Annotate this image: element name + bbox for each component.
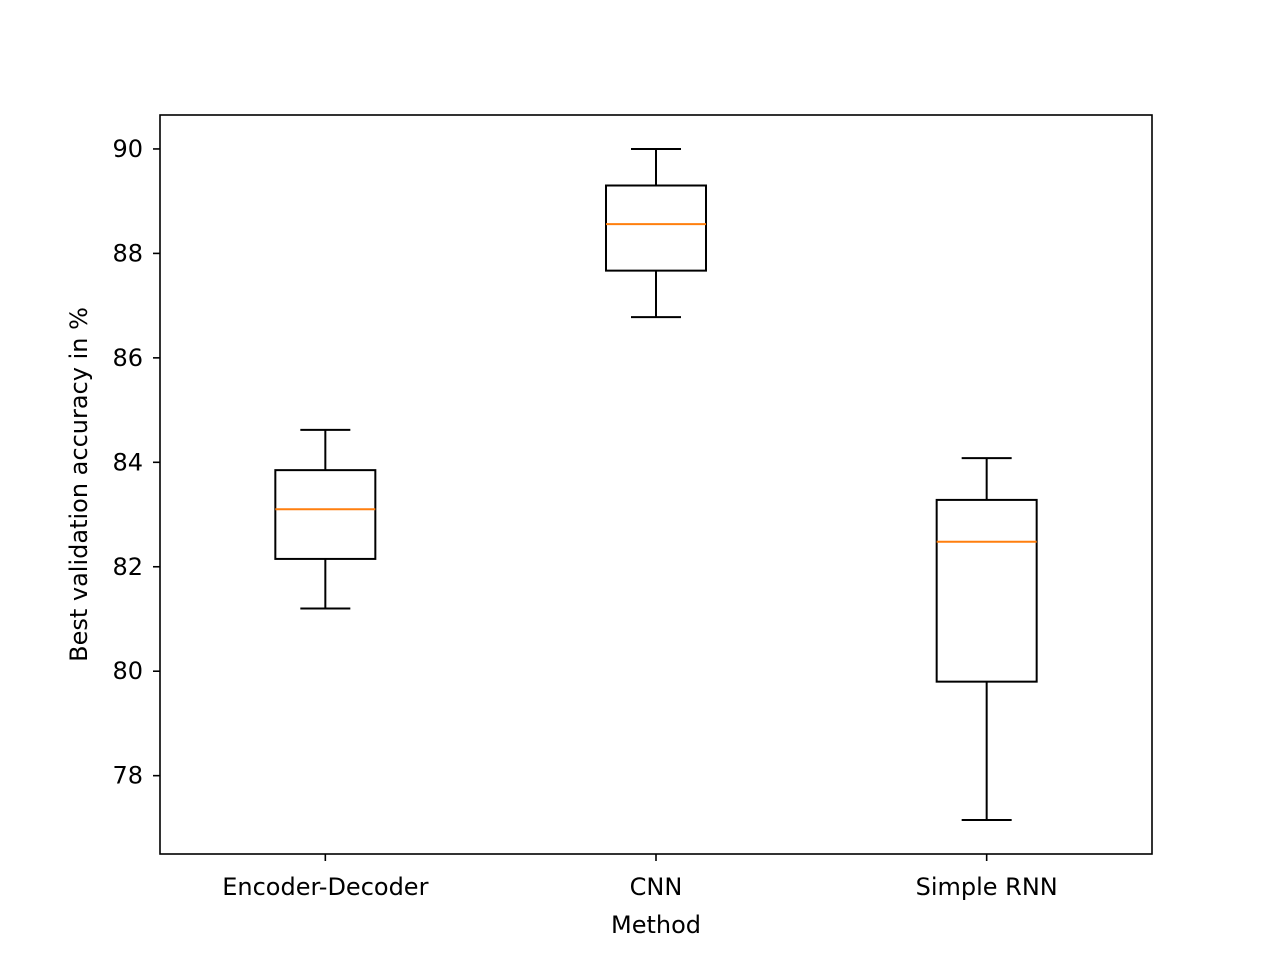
iqr-box bbox=[274, 469, 377, 560]
box-simple-rnn bbox=[935, 457, 1038, 822]
box-cnn bbox=[605, 147, 707, 319]
y-axis-ticks: 78 80 82 84 86 88 90 bbox=[112, 135, 160, 790]
y-tick-label: 80 bbox=[112, 657, 143, 685]
y-axis-label: Best validation accuracy in % bbox=[65, 307, 93, 662]
iqr-box bbox=[605, 184, 707, 272]
y-tick-label: 78 bbox=[112, 762, 143, 790]
x-axis-ticks: Encoder-Decoder CNN Simple RNN bbox=[222, 854, 1058, 901]
x-tick-label: Encoder-Decoder bbox=[222, 873, 428, 901]
y-tick-label: 88 bbox=[112, 239, 143, 267]
y-tick-label: 82 bbox=[112, 553, 143, 581]
boxes-layer bbox=[274, 147, 1038, 822]
y-tick-label: 84 bbox=[112, 448, 143, 476]
y-tick-label: 90 bbox=[112, 135, 143, 163]
y-tick-label: 86 bbox=[112, 344, 143, 372]
x-axis-label: Method bbox=[611, 911, 701, 939]
plot-area bbox=[159, 114, 1153, 855]
x-tick-label: Simple RNN bbox=[916, 873, 1058, 901]
box-encoder-decoder bbox=[274, 428, 377, 610]
x-tick-label: CNN bbox=[630, 873, 683, 901]
iqr-box bbox=[935, 498, 1038, 683]
